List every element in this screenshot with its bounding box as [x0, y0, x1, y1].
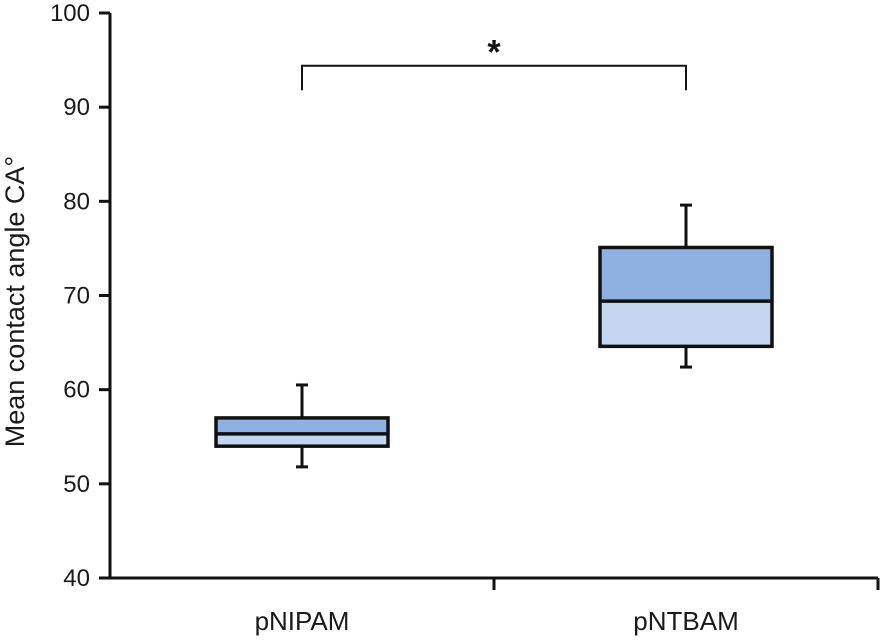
significance-line — [301, 64, 687, 91]
box-pNIPAM — [214, 383, 390, 469]
x-category-label: pNTBAM — [633, 606, 738, 636]
box-pNTBAM — [598, 203, 774, 369]
boxes — [214, 203, 774, 469]
y-tick-label: 60 — [63, 377, 90, 404]
y-tick-label: 100 — [50, 0, 90, 27]
box-outline — [214, 416, 390, 448]
box-upper-half — [216, 417, 388, 434]
y-axis-title: Mean contact angle CA° — [0, 156, 30, 447]
box-lower-half — [600, 301, 772, 347]
box-outline — [598, 245, 774, 349]
y-tick-label: 40 — [63, 565, 90, 592]
box-lower-half — [216, 433, 388, 447]
y-tick-label: 80 — [63, 188, 90, 215]
x-category-label: pNIPAM — [255, 606, 350, 636]
box-upper-half — [600, 247, 772, 302]
y-tick-label: 90 — [63, 94, 90, 121]
y-ticks: 40 50 60 70 80 90 100 — [50, 0, 110, 592]
significance-bracket: * — [301, 34, 687, 91]
significance-star: * — [487, 34, 501, 72]
y-tick-label: 70 — [63, 283, 90, 310]
y-tick-label: 50 — [63, 471, 90, 498]
x-ticks: pNIPAM pNTBAM — [255, 578, 739, 636]
